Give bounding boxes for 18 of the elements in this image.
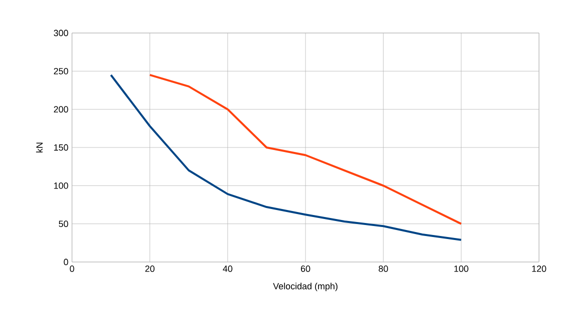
- x-tick-label: 100: [454, 266, 468, 272]
- y-tick-label: 200: [54, 106, 68, 113]
- x-tick-label: 60: [300, 266, 310, 272]
- y-tick-label: 100: [54, 182, 68, 189]
- x-tick-label: 0: [70, 266, 74, 272]
- x-tick-label: 40: [222, 266, 232, 272]
- y-tick-label: 0: [64, 258, 68, 266]
- line-series: [110, 74, 462, 241]
- line-series: [148, 74, 462, 225]
- x-axis-title: Velocidad (mph): [273, 282, 338, 292]
- x-tick-label: 120: [532, 266, 546, 272]
- y-axis-title: kN: [36, 142, 43, 152]
- y-tick-label: 300: [54, 30, 68, 36]
- y-tick-label: 50: [58, 220, 68, 228]
- y-tick-label: 250: [54, 68, 68, 74]
- x-tick-label: 20: [145, 266, 154, 272]
- y-tick-label: 150: [54, 144, 68, 151]
- x-tick-label: 80: [378, 266, 388, 272]
